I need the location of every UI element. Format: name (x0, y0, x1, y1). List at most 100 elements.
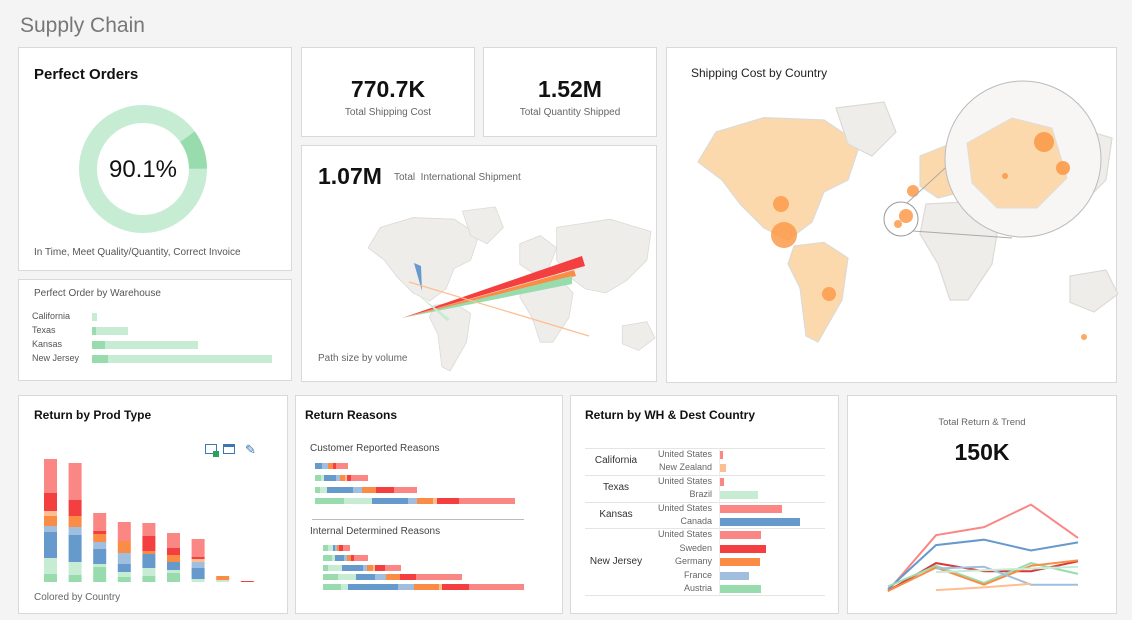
trend-line-blue (887, 538, 1079, 590)
zoom-source-circle (883, 201, 919, 237)
kpi-shipping-cost: 770.7K Total Shipping Cost (301, 47, 475, 137)
return-bar (720, 451, 723, 459)
reason-segment-lightgreen (344, 498, 372, 504)
reason-segment-orange (386, 574, 400, 580)
reason-segment-lightorange (439, 584, 442, 590)
reason-segment-pink (351, 475, 368, 481)
reason-segment-lightblue (408, 498, 417, 504)
panel-title: Return by Prod Type (34, 408, 152, 422)
trend-value: 150K (954, 439, 1010, 465)
shipping-cost-map[interactable] (667, 48, 1118, 384)
reason-segment-green (315, 487, 320, 493)
reason-segment-green (323, 555, 332, 561)
bar-segment-lightgreen (44, 558, 57, 574)
bar-segment-lightblue (117, 553, 131, 564)
reason-segment-lightgreen (321, 475, 324, 481)
warehouse-label: Texas (602, 482, 630, 494)
zoom-connector (912, 230, 1013, 239)
reason-segment-lightblue (322, 463, 328, 469)
reason-segment-red (442, 584, 469, 590)
country-label: United States (657, 449, 712, 459)
reason-segment-red (339, 545, 343, 551)
reason-segment-pink (459, 498, 515, 504)
donut-value: 90.1% (108, 156, 178, 183)
trend-line-lightblue (935, 565, 1078, 586)
shipping-map-panel: Shipping Cost by Country (666, 47, 1118, 384)
bar-segment-blue (142, 554, 156, 568)
bar-segment-pink (117, 522, 131, 541)
reason-segment-lightgreen (332, 555, 335, 561)
trend-label: Total Return & Trend (938, 417, 1026, 428)
bar-segment-pink (167, 533, 180, 548)
bar-segment-red (44, 493, 57, 511)
donut-ring-imperfect (179, 131, 207, 170)
panel-title: Return by WH & Dest Country (585, 408, 756, 422)
country-label: Brazil (689, 489, 712, 500)
return-bar (720, 518, 800, 526)
window-icon[interactable] (223, 444, 235, 454)
reason-segment-green (315, 475, 321, 481)
bar-segment-pink (142, 523, 156, 536)
reason-segment-lightgreen (320, 487, 327, 493)
edit-icon[interactable]: ✎ (245, 442, 256, 457)
bar-segment-pink (44, 459, 57, 493)
reason-segment-pink (343, 545, 350, 551)
bar-segment-blue (117, 564, 131, 572)
reason-segment-lightblue (375, 574, 386, 580)
reason-segment-blue (348, 584, 398, 590)
bar-segment-lightorange (191, 559, 205, 562)
return-bar (720, 491, 758, 500)
donut-caption: In Time, Meet Quality/Quantity, Correct … (34, 247, 241, 258)
return-bar (720, 504, 782, 513)
bar-segment-red (93, 531, 107, 534)
reason-segment-green (315, 498, 344, 504)
reason-segment-red (437, 498, 459, 504)
reason-segment-red (376, 487, 394, 493)
bar-segment-lightorange (44, 511, 57, 516)
bar-segment-orange (68, 516, 82, 527)
reason-segment-blue (356, 574, 375, 580)
intl-label: Total International Shipment (394, 172, 521, 183)
bar-segment-green (117, 577, 131, 582)
trend-line-lightgreen (935, 565, 1079, 574)
bar-segment-blue (44, 532, 57, 558)
bar-segment-orange (167, 555, 180, 562)
reason-segment-red (375, 565, 385, 571)
donut-chart (79, 105, 207, 233)
shipment-path-map[interactable] (302, 146, 658, 383)
kpi-quantity: 1.52M Total Quantity Shipped (483, 47, 657, 137)
trend-line-green (887, 562, 1079, 588)
reason-segment-lightblue (336, 475, 340, 481)
bar-segment-lightblue (93, 542, 107, 549)
cost-bubble (771, 222, 797, 248)
reason-segment-pink (336, 463, 348, 469)
warehouse-label: Texas (32, 325, 56, 335)
bar-segment-lightgreen (142, 568, 156, 576)
land-region (621, 321, 656, 351)
land-region (461, 206, 504, 245)
land-region (367, 217, 480, 302)
land-region (697, 116, 861, 241)
reason-segment-red (351, 555, 354, 561)
bar-segment-pink (93, 513, 107, 531)
trend-chart (887, 503, 1079, 592)
warehouse-bar-perfect (92, 327, 96, 335)
bar-segment-green (93, 567, 107, 582)
cost-bubble (899, 209, 913, 223)
panel-title: Return Reasons (305, 408, 398, 422)
warehouse-label: California (594, 455, 638, 467)
bar-segment-green (167, 573, 180, 582)
reason-segment-lightblue (344, 555, 347, 561)
international-panel: 1.07M Total International Shipment Path … (301, 145, 657, 382)
kpi-label: Total Shipping Cost (344, 107, 432, 118)
export-icon[interactable] (205, 444, 219, 457)
kpi-value: 770.7K (350, 76, 426, 102)
cost-bubble (894, 220, 902, 228)
page-title: Supply Chain (20, 14, 145, 37)
path-austria (402, 276, 572, 318)
bar-segment-lightgreen (216, 580, 230, 582)
chart-caption: Colored by Country (34, 592, 121, 603)
wh-dest-panel: Return by WH & Dest Country California Un… (570, 395, 839, 614)
trend-line-pink (887, 503, 1079, 592)
warehouse-label: Kansas (599, 509, 633, 520)
